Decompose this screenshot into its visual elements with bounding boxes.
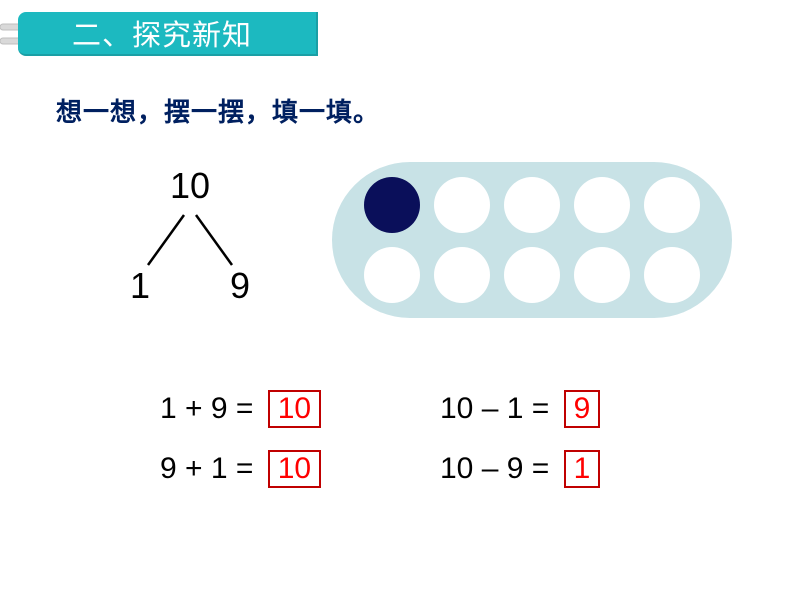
counter-empty (364, 247, 420, 303)
equation-expr: 1 + 9 = (160, 392, 262, 426)
equation: 10 – 9 = 1 (440, 450, 720, 488)
decomp-top-number: 10 (110, 165, 270, 207)
counter-empty (574, 247, 630, 303)
decomp-left-number: 1 (130, 265, 150, 307)
ten-frame-row (364, 177, 700, 233)
counter-empty (644, 247, 700, 303)
equation-expr: 9 + 1 = (160, 452, 262, 486)
section-title: 二、探究新知 (72, 12, 252, 54)
decomp-lines-icon (130, 211, 250, 269)
equations-block: 1 + 9 = 10 10 – 1 = 9 9 + 1 = 10 10 – 9 … (160, 390, 720, 488)
counter-empty (504, 247, 560, 303)
number-decomposition: 10 1 9 (110, 165, 270, 307)
equation-answer: 1 (564, 450, 601, 488)
equation: 10 – 1 = 9 (440, 390, 720, 428)
counter-empty (644, 177, 700, 233)
equation: 1 + 9 = 10 (160, 390, 440, 428)
ten-frame (332, 162, 732, 318)
counter-filled (364, 177, 420, 233)
counter-empty (574, 177, 630, 233)
equation-expr: 10 – 1 = (440, 392, 558, 426)
equation: 9 + 1 = 10 (160, 450, 440, 488)
equation-answer: 9 (564, 390, 601, 428)
instruction-text: 想一想，摆一摆，填一填。 (56, 92, 380, 129)
counter-empty (434, 247, 490, 303)
equation-answer: 10 (268, 390, 321, 428)
ten-frame-row (364, 247, 700, 303)
counter-empty (434, 177, 490, 233)
equation-expr: 10 – 9 = (440, 452, 558, 486)
equation-answer: 10 (268, 450, 321, 488)
decomp-right-number: 9 (230, 265, 250, 307)
counter-empty (504, 177, 560, 233)
section-header: 二、探究新知 (18, 12, 318, 56)
